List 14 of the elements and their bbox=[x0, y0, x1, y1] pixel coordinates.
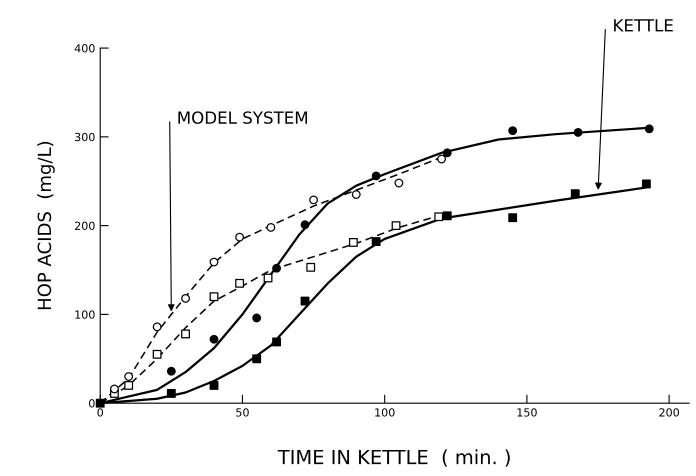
x-tick-label: 200 bbox=[659, 408, 679, 417]
y-axis-title: HOP ACIDS (mg/L) bbox=[37, 142, 55, 310]
y-tick-label: 100 bbox=[75, 310, 95, 319]
x-tick-label: 150 bbox=[518, 408, 537, 417]
x-tick-label: 100 bbox=[375, 408, 395, 417]
annotation: KETTLE bbox=[614, 19, 673, 32]
y-tick-label: 300 bbox=[75, 132, 95, 142]
x-tick-label: 50 bbox=[236, 408, 249, 417]
x-axis-title: TIME IN KETTLE ( min. ) bbox=[278, 449, 510, 467]
annotation: MODEL SYSTEM bbox=[178, 111, 308, 124]
y-tick-label: 200 bbox=[74, 222, 95, 230]
y-tick-label: 400 bbox=[74, 44, 95, 52]
x-tick-label: 0 bbox=[97, 408, 104, 417]
y-tick-label: 0 bbox=[89, 399, 95, 408]
